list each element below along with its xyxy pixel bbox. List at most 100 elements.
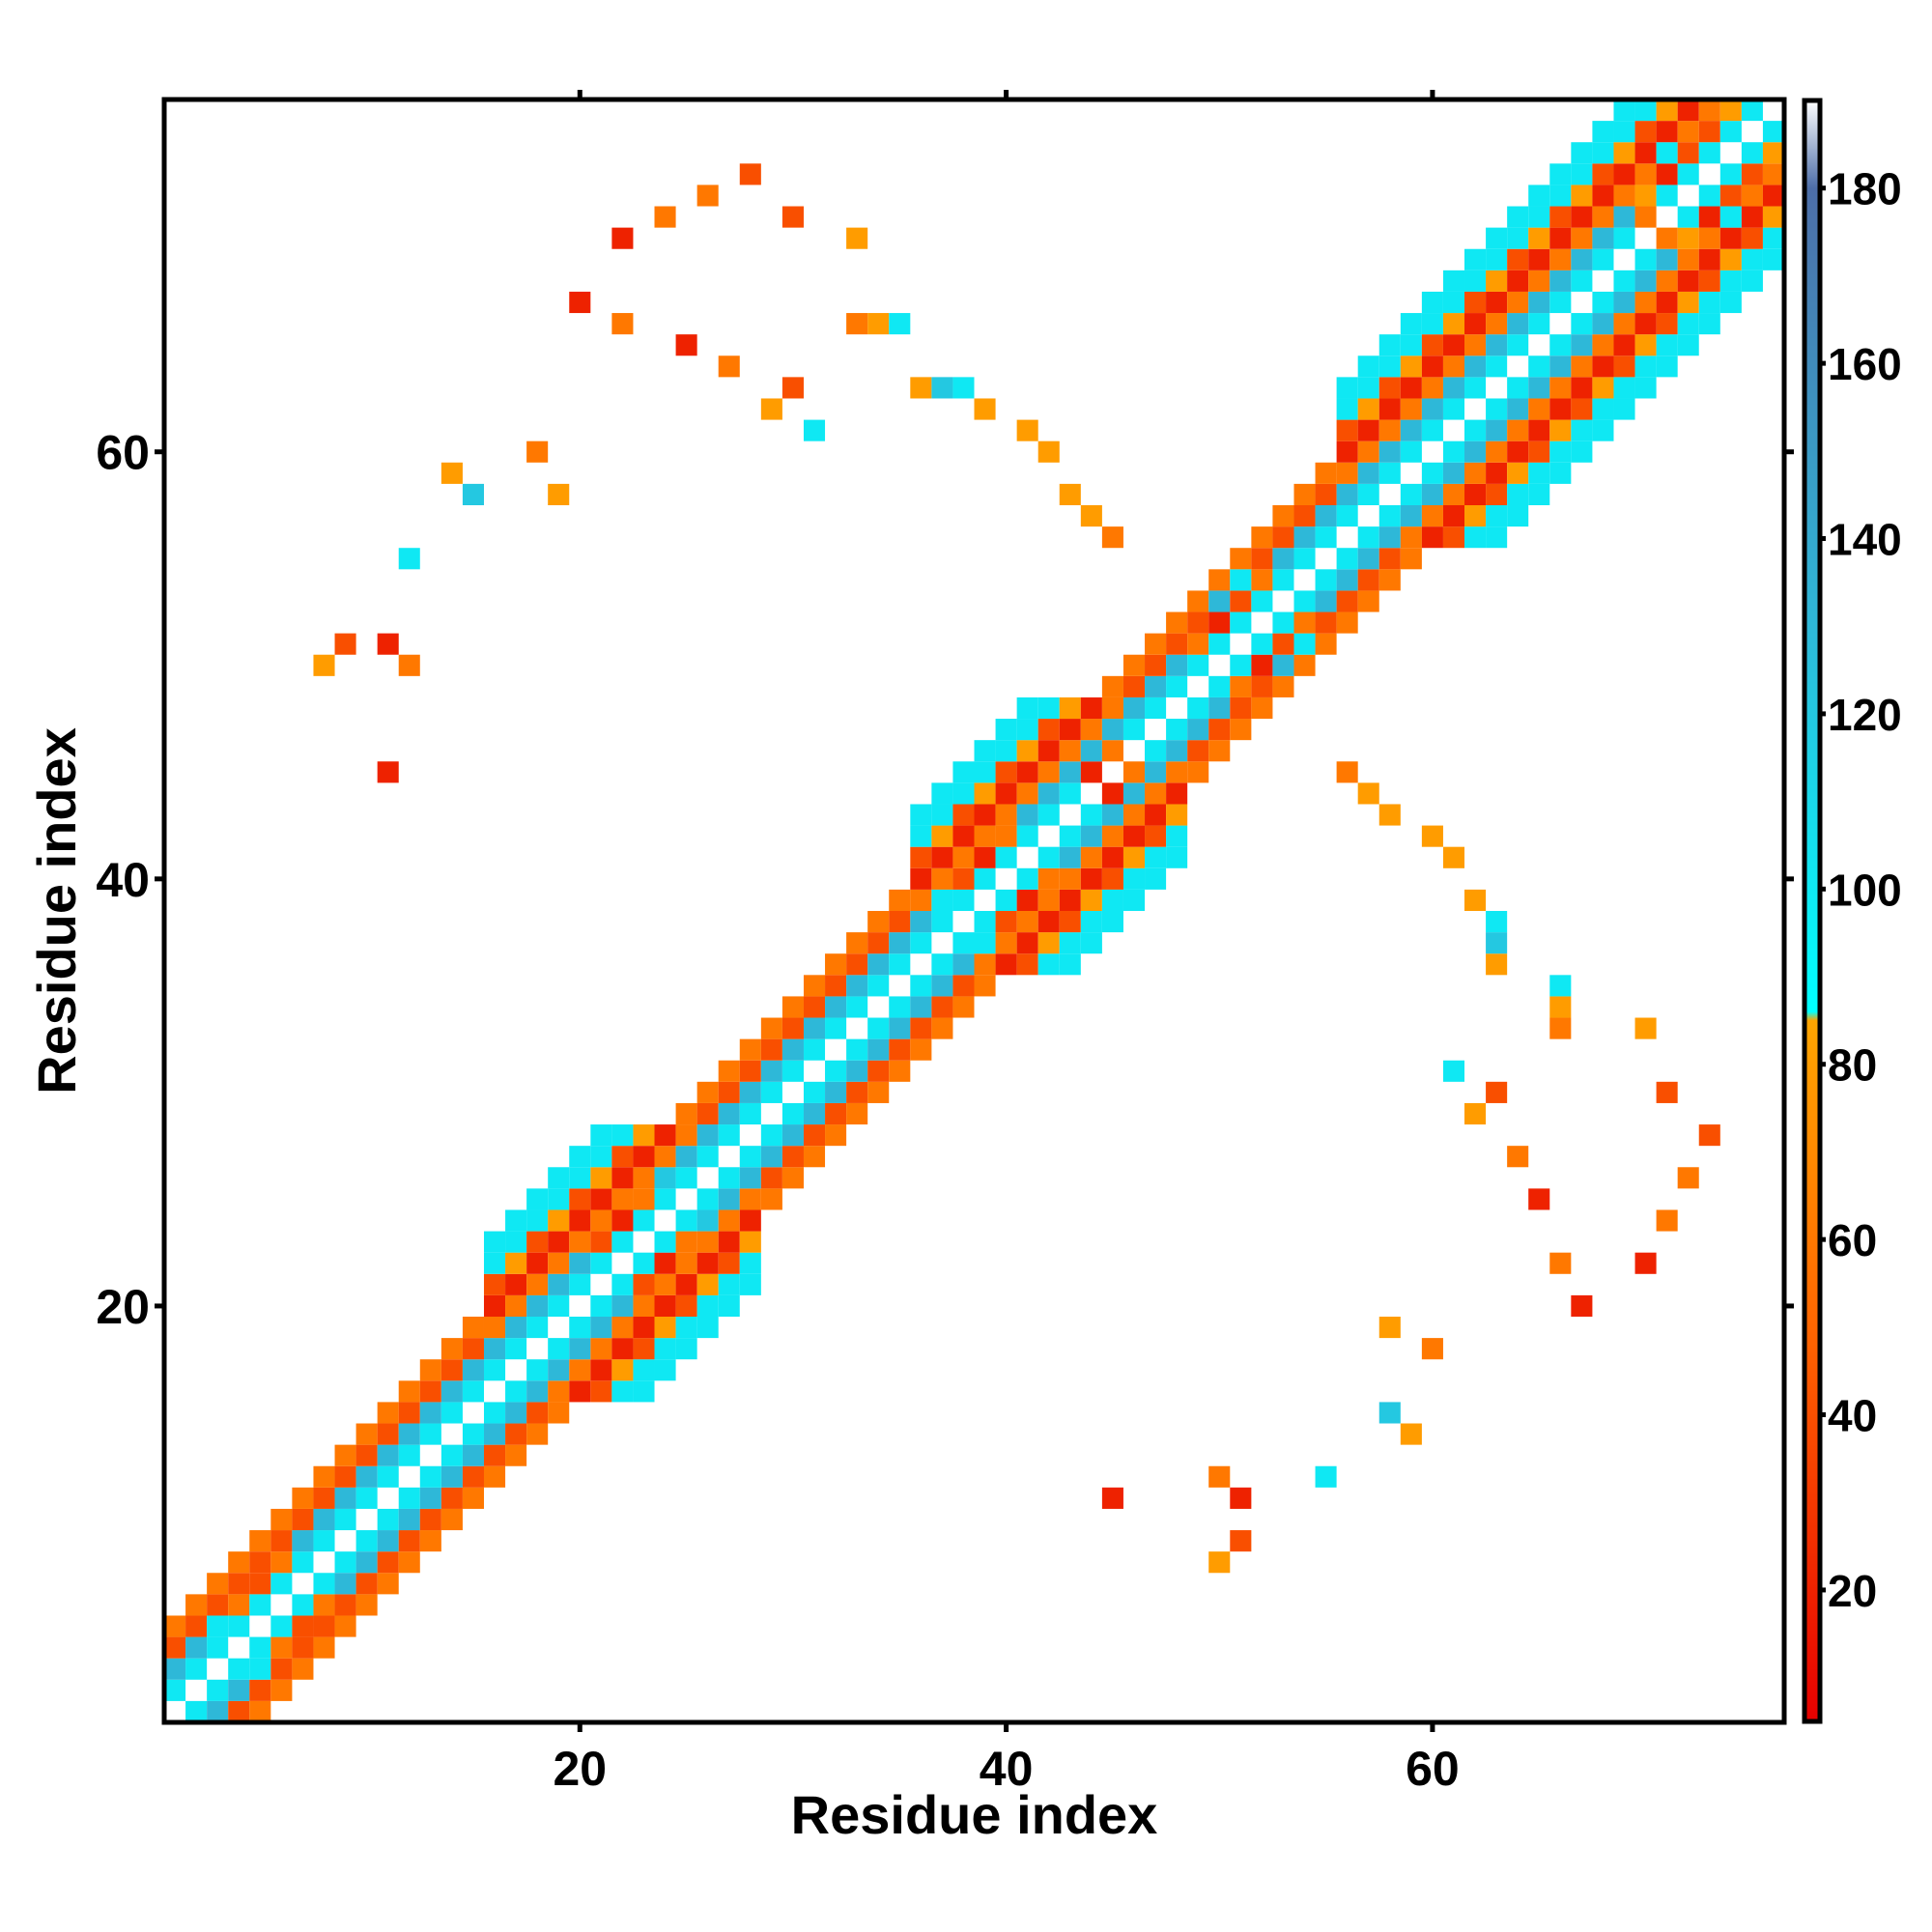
y-axis-title: Residue index (26, 727, 87, 1094)
heatmap-cell (974, 846, 996, 868)
heatmap-cell (207, 1700, 229, 1722)
heatmap-cell (718, 1188, 740, 1210)
heatmap-cell (995, 889, 1017, 911)
heatmap-cell (1613, 163, 1635, 185)
heatmap-cell (931, 1017, 953, 1039)
heatmap-cell (1251, 675, 1273, 697)
heatmap-cell (505, 1444, 527, 1466)
heatmap-cell (526, 1231, 549, 1253)
heatmap-cell (1507, 291, 1529, 314)
heatmap-cell (1122, 719, 1146, 741)
heatmap-cell (1442, 334, 1465, 356)
heatmap-cell (355, 1530, 378, 1552)
heatmap-cell (825, 953, 847, 976)
heatmap-cell (1400, 377, 1422, 399)
heatmap-cell (1549, 334, 1572, 356)
heatmap-cell (1230, 696, 1252, 720)
heatmap-cell (1016, 696, 1038, 720)
heatmap-cell (1464, 889, 1487, 911)
heatmap-cell (1293, 526, 1316, 549)
heatmap-cell (270, 1530, 293, 1552)
heatmap-cell (1528, 248, 1550, 270)
heatmap-cell (1677, 291, 1699, 314)
heatmap-cell (1698, 185, 1720, 207)
heatmap-cell (952, 996, 975, 1018)
heatmap-cell (1464, 291, 1487, 314)
heatmap-cell (1145, 761, 1167, 783)
heatmap-cell (1378, 548, 1401, 570)
heatmap-cell (398, 1551, 420, 1574)
heatmap-cell (696, 1209, 719, 1232)
heatmap-cell (1634, 270, 1657, 292)
heatmap-cell (1507, 483, 1529, 505)
heatmap-cell (931, 782, 953, 805)
colorbar-tick-label: 100 (1828, 865, 1902, 915)
heatmap-cell (313, 1636, 335, 1659)
heatmap-cell (1592, 121, 1614, 143)
heatmap-cell (483, 1359, 506, 1381)
heatmap-cell (1613, 334, 1635, 356)
heatmap-cell (590, 1380, 612, 1403)
heatmap-cell (1145, 782, 1167, 805)
heatmap-cell (825, 1017, 847, 1039)
heatmap-cell (1656, 99, 1678, 122)
heatmap-cell (718, 355, 740, 378)
heatmap-cell (696, 1231, 719, 1253)
heatmap-cell (1442, 291, 1465, 314)
heatmap-cell (1251, 654, 1273, 676)
heatmap-cell (781, 1146, 804, 1168)
heatmap-cell (654, 1294, 676, 1317)
heatmap-cell (1507, 334, 1529, 356)
heatmap-cell (1187, 654, 1209, 676)
heatmap-cell (675, 1231, 697, 1253)
heatmap-cell (803, 996, 826, 1018)
heatmap-cell (185, 1658, 208, 1680)
heatmap-cell (1315, 569, 1337, 591)
y-tick-label: 60 (96, 426, 150, 480)
heatmap-cell (1592, 185, 1614, 207)
heatmap-cell (1507, 419, 1529, 441)
heatmap-cell (931, 825, 953, 847)
heatmap-cell (1166, 719, 1188, 741)
heatmap-cell (1016, 889, 1038, 911)
heatmap-cell (1101, 696, 1123, 720)
colorbar-ticks: 20 40 60 80 100 120 140 160 180 (1818, 164, 1902, 1616)
heatmap-cell (1016, 740, 1038, 762)
heatmap-cell (611, 1317, 634, 1339)
heatmap-cell (1421, 355, 1443, 378)
heatmap-cell (526, 1317, 549, 1339)
heatmap-cell (1400, 398, 1422, 420)
heatmap-cell (1421, 505, 1443, 527)
heatmap-cell (1187, 740, 1209, 762)
heatmap-cell (1145, 804, 1167, 826)
heatmap-cell (1464, 377, 1487, 399)
heatmap-cell (1016, 953, 1038, 976)
heatmap-cell (1549, 355, 1572, 378)
y-tick-label: 40 (96, 853, 150, 907)
heatmap-cell (846, 996, 868, 1018)
heatmap-cell (419, 1487, 441, 1509)
heatmap-cell (270, 1615, 293, 1637)
heatmap-cell (1741, 163, 1763, 185)
heatmap-cell (1378, 1317, 1401, 1339)
heatmap-cell (1336, 440, 1358, 463)
heatmap-cell (1037, 761, 1060, 783)
heatmap-cell (1486, 1081, 1508, 1103)
heatmap-cell (1122, 782, 1146, 805)
heatmap-cell (1656, 1081, 1678, 1103)
heatmap-cell (462, 1487, 484, 1509)
heatmap-cell (1145, 846, 1167, 868)
heatmap-cell (1634, 121, 1657, 143)
heatmap-cell (1357, 569, 1379, 591)
heatmap-cell (505, 1423, 527, 1445)
heatmap-cell (1016, 782, 1038, 805)
heatmap-cell (1507, 505, 1529, 527)
heatmap-cell (1741, 227, 1763, 249)
heatmap-cell (825, 975, 847, 997)
heatmap-cell (292, 1594, 314, 1616)
heatmap-cell (1251, 569, 1273, 591)
heatmap-cell (1592, 206, 1614, 228)
heatmap-cell (718, 1209, 740, 1232)
heatmap-cell (334, 1465, 356, 1488)
heatmap-cell (867, 911, 890, 933)
